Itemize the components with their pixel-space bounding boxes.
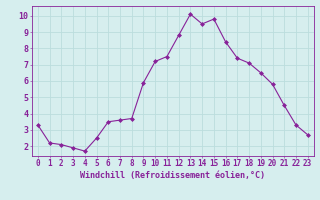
X-axis label: Windchill (Refroidissement éolien,°C): Windchill (Refroidissement éolien,°C)	[80, 171, 265, 180]
